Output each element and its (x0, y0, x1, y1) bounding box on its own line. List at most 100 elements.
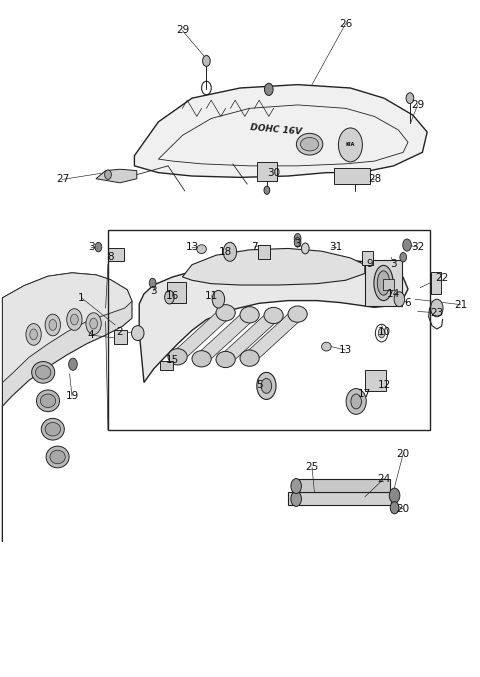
Ellipse shape (32, 362, 55, 383)
Circle shape (264, 83, 273, 95)
Circle shape (264, 186, 270, 194)
Polygon shape (182, 248, 365, 285)
Text: 7: 7 (251, 242, 258, 252)
Text: 6: 6 (405, 298, 411, 307)
Text: 5: 5 (256, 380, 263, 389)
Bar (258, 245, 270, 259)
Bar (108, 230, 430, 430)
Text: DOHC 16V: DOHC 16V (250, 123, 302, 137)
Text: 13: 13 (339, 345, 352, 355)
Text: 27: 27 (56, 175, 69, 184)
Ellipse shape (192, 351, 211, 367)
Circle shape (291, 479, 301, 494)
Circle shape (49, 320, 57, 330)
Bar (365, 260, 402, 306)
Circle shape (95, 242, 102, 252)
Bar (383, 279, 394, 290)
Text: 12: 12 (377, 380, 391, 389)
Bar (108, 248, 124, 261)
Circle shape (394, 292, 405, 307)
Circle shape (71, 314, 78, 325)
Circle shape (294, 238, 301, 247)
Text: 13: 13 (185, 242, 199, 252)
Text: 3: 3 (294, 239, 301, 248)
Circle shape (26, 324, 41, 345)
Circle shape (351, 394, 361, 409)
Bar (160, 361, 173, 370)
Ellipse shape (50, 450, 65, 464)
Circle shape (338, 128, 362, 162)
Text: 21: 21 (454, 300, 468, 309)
Polygon shape (216, 315, 283, 359)
Text: 32: 32 (411, 242, 424, 252)
Ellipse shape (301, 243, 309, 254)
Circle shape (223, 242, 237, 261)
Text: 20: 20 (396, 449, 410, 458)
Text: 29: 29 (176, 26, 189, 35)
Text: 4: 4 (88, 330, 95, 340)
Ellipse shape (197, 244, 206, 254)
Ellipse shape (216, 351, 235, 368)
Bar (257, 162, 277, 181)
Text: KIA: KIA (346, 142, 355, 148)
Circle shape (403, 239, 411, 251)
Ellipse shape (377, 271, 390, 295)
Text: 17: 17 (358, 389, 372, 399)
Circle shape (67, 309, 82, 330)
Text: 19: 19 (65, 391, 79, 401)
Ellipse shape (240, 307, 259, 323)
Circle shape (400, 253, 407, 262)
Ellipse shape (36, 390, 60, 412)
Text: 18: 18 (219, 247, 232, 257)
Circle shape (390, 502, 399, 514)
Ellipse shape (240, 350, 259, 366)
Text: 31: 31 (329, 242, 343, 252)
Polygon shape (2, 273, 132, 383)
Circle shape (378, 328, 385, 338)
Circle shape (30, 329, 37, 340)
Bar (365, 370, 386, 391)
Polygon shape (192, 315, 259, 359)
Polygon shape (139, 258, 408, 383)
Circle shape (149, 278, 156, 288)
Ellipse shape (168, 349, 187, 365)
Bar (296, 479, 390, 492)
Ellipse shape (132, 326, 144, 341)
Ellipse shape (36, 366, 51, 379)
Circle shape (69, 358, 77, 370)
Circle shape (203, 56, 210, 66)
Ellipse shape (40, 394, 56, 408)
Polygon shape (168, 313, 235, 357)
Circle shape (90, 318, 97, 329)
Ellipse shape (374, 265, 393, 301)
Text: 30: 30 (267, 168, 280, 177)
Bar (167, 282, 186, 303)
Polygon shape (96, 169, 137, 183)
Circle shape (261, 378, 272, 393)
Circle shape (257, 372, 276, 399)
Circle shape (105, 170, 111, 179)
Circle shape (406, 93, 414, 104)
Text: 9: 9 (366, 259, 373, 269)
Text: 1: 1 (78, 293, 85, 303)
Text: 15: 15 (166, 355, 180, 365)
Text: 25: 25 (305, 462, 319, 472)
Ellipse shape (45, 422, 60, 436)
Polygon shape (240, 314, 307, 358)
Text: 23: 23 (430, 308, 444, 318)
Ellipse shape (264, 307, 283, 324)
Circle shape (165, 290, 174, 304)
Text: 28: 28 (368, 175, 381, 184)
Circle shape (212, 290, 225, 308)
Ellipse shape (300, 137, 319, 151)
Circle shape (294, 234, 301, 243)
Ellipse shape (41, 418, 64, 440)
Text: 8: 8 (107, 253, 114, 262)
Text: 3: 3 (88, 242, 95, 252)
Text: 29: 29 (411, 100, 424, 110)
Bar (362, 251, 373, 265)
Text: 26: 26 (339, 19, 352, 28)
Circle shape (86, 313, 101, 334)
Text: 11: 11 (204, 291, 218, 301)
Text: 24: 24 (377, 474, 391, 483)
